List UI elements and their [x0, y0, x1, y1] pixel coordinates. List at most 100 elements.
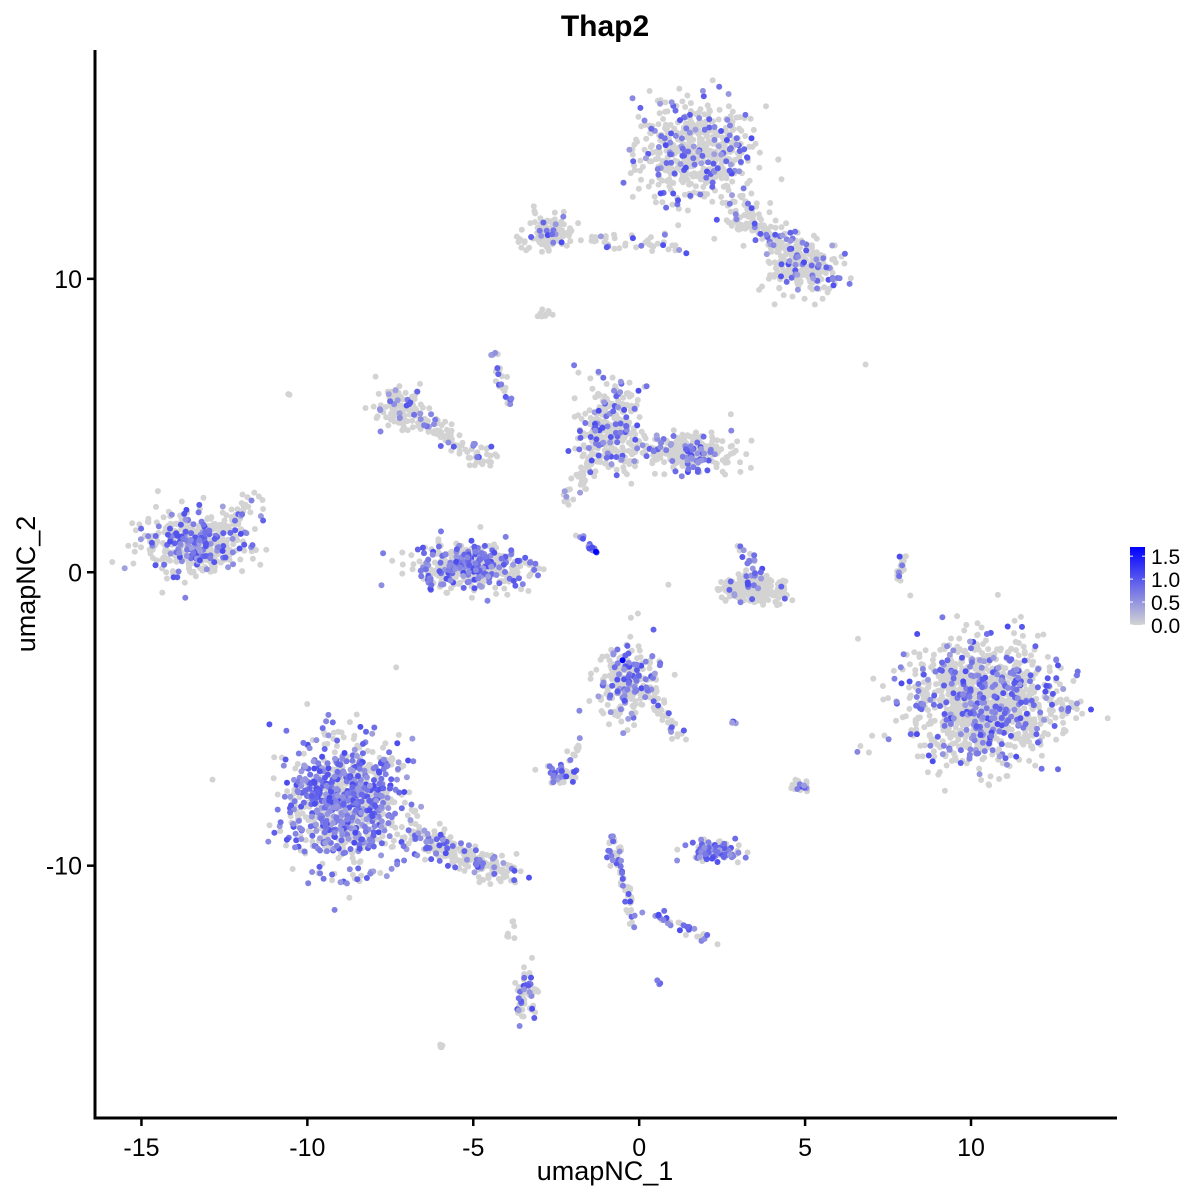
cell-point: [447, 834, 454, 841]
cell-point: [621, 406, 628, 413]
cell-point: [183, 552, 190, 559]
cell-point: [530, 203, 537, 210]
cell-point: [414, 388, 421, 395]
cell-point: [633, 136, 640, 143]
cell-point: [435, 543, 442, 550]
cell-point: [571, 752, 578, 759]
cell-point: [510, 577, 517, 584]
cell-point: [391, 418, 398, 425]
cell-point: [493, 572, 500, 578]
cell-point: [613, 466, 620, 473]
cell-point: [1046, 664, 1053, 671]
cell-point: [586, 698, 593, 704]
cell-point: [1058, 706, 1065, 713]
cell-point: [138, 544, 144, 551]
points-layer: [109, 77, 1111, 1051]
cell-point: [778, 273, 784, 280]
cell-point: [688, 455, 695, 462]
cell-point: [187, 537, 194, 543]
cell-point: [378, 582, 385, 589]
cell-point: [471, 585, 478, 592]
cell-point: [438, 429, 445, 436]
cell-point: [683, 250, 690, 257]
cell-point: [711, 124, 718, 130]
cell-point: [422, 566, 429, 573]
cell-point: [836, 275, 843, 282]
cell-point: [392, 387, 399, 394]
cell-point: [538, 232, 545, 239]
cell-point: [232, 517, 238, 524]
cell-point: [249, 542, 256, 549]
cell-point: [826, 285, 833, 292]
cell-point: [811, 301, 818, 308]
cell-point: [723, 158, 730, 165]
cell-point: [484, 597, 491, 604]
cell-point: [669, 458, 676, 464]
cell-point: [1004, 773, 1011, 779]
cell-point: [907, 692, 914, 699]
cell-point: [702, 145, 709, 152]
cell-point: [616, 245, 623, 252]
cell-point: [230, 541, 237, 548]
cell-point: [271, 754, 278, 761]
cell-point: [779, 232, 786, 239]
cell-point: [705, 159, 712, 166]
cell-point: [125, 542, 132, 549]
cell-point: [240, 505, 247, 512]
cell-point: [615, 448, 621, 455]
cell-point: [748, 135, 755, 142]
cell-point: [948, 635, 954, 642]
cell-point: [736, 114, 743, 121]
cell-point: [395, 731, 402, 738]
cell-point: [707, 449, 714, 455]
cell-point: [330, 729, 337, 736]
cell-point: [782, 578, 789, 585]
cell-point: [440, 581, 447, 588]
cell-point: [801, 259, 807, 266]
cell-point: [617, 429, 624, 436]
cell-point: [333, 743, 340, 749]
cell-point: [831, 255, 838, 262]
cell-point: [545, 247, 552, 254]
cell-point: [471, 543, 478, 550]
cell-point: [829, 270, 836, 276]
cell-point: [735, 226, 742, 233]
cell-point: [452, 565, 459, 572]
cell-point: [679, 98, 686, 105]
cell-point: [606, 721, 612, 728]
cell-point: [241, 541, 248, 548]
cell-point: [577, 489, 584, 496]
cell-point: [558, 239, 565, 246]
cell-point: [545, 218, 551, 225]
cell-point: [436, 820, 443, 827]
cell-point: [744, 180, 751, 187]
cell-point: [1004, 623, 1011, 630]
cell-point: [510, 561, 517, 568]
cell-point: [401, 799, 408, 806]
cell-point: [814, 285, 820, 292]
cell-point: [579, 453, 586, 460]
cell-point: [160, 514, 167, 521]
cell-point: [661, 231, 668, 238]
cell-point: [906, 661, 913, 668]
cell-point: [414, 546, 421, 553]
cell-point: [643, 383, 650, 390]
cell-point: [1017, 613, 1024, 620]
cell-point: [752, 237, 759, 244]
cell-point: [696, 135, 703, 142]
cell-point: [132, 541, 139, 548]
cell-point: [350, 735, 357, 742]
cell-point: [787, 237, 794, 244]
cell-point: [197, 548, 204, 555]
cell-point: [565, 232, 572, 239]
cell-point: [726, 586, 733, 593]
cell-point: [725, 91, 732, 97]
cell-point: [661, 697, 667, 704]
cell-point: [778, 261, 785, 268]
cell-point: [474, 449, 481, 456]
cell-point: [484, 559, 491, 566]
cell-point: [161, 554, 168, 561]
cell-point: [759, 235, 766, 242]
cell-point: [747, 115, 754, 122]
cell-point: [679, 145, 686, 152]
